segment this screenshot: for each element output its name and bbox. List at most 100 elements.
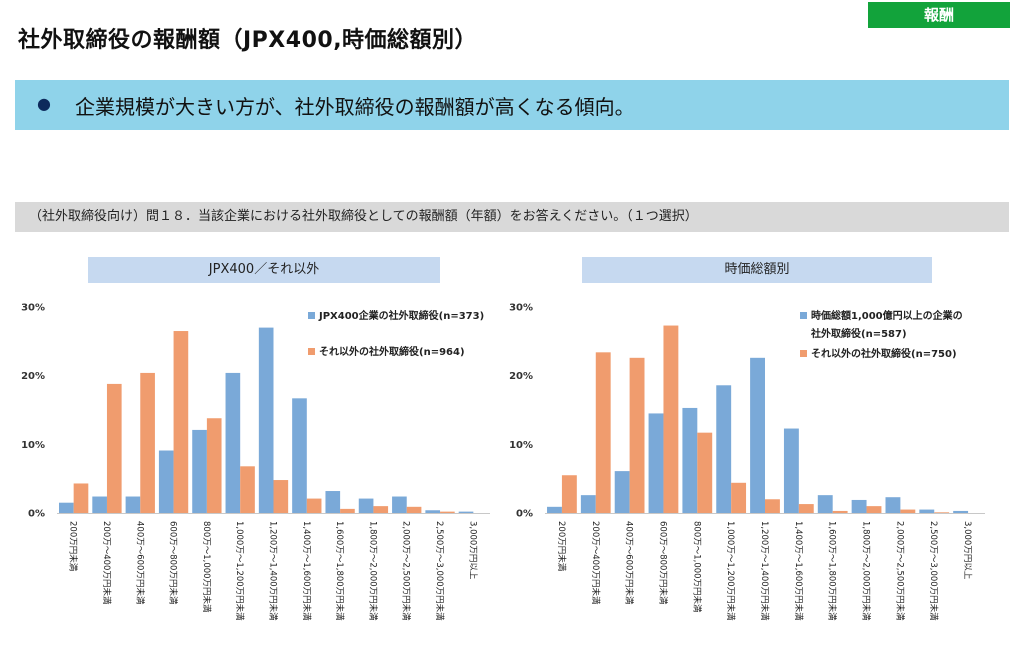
bar-series1 [358,498,374,513]
bar-series1 [158,450,174,513]
bar-series1 [750,357,765,513]
bar-series2 [440,511,455,513]
bar-series2 [731,482,747,513]
x-tick-label: 400万～600万円未満 [624,521,635,605]
x-tick-label: 400万～600万円未満 [134,521,145,605]
legend-swatch-series1 [800,312,807,319]
x-tick-label: 1,000万～1,200万円未満 [725,521,736,621]
x-tick-label: 600万～800万円未満 [168,521,179,605]
x-tick-label: 200万円未満 [556,521,567,572]
bullet-icon: ● [37,94,51,113]
bar-series1 [458,511,474,513]
bar-series1 [580,495,596,513]
bar-series1 [292,398,307,513]
bar-series1 [225,372,241,513]
bar-series1 [425,510,441,513]
x-tick-label: 600万～800万円未満 [657,521,668,605]
bar-series2 [73,483,89,513]
y-tick-label: 30% [21,303,45,314]
y-tick-label: 20% [509,371,533,382]
bar-series1 [817,495,833,513]
bar-series1 [648,413,664,513]
bar-series1 [192,429,207,513]
legend-label-series1: JPX400企業の社外取締役(n=373) [318,309,484,322]
bar-series1 [258,327,274,513]
summary-banner: ● 企業規模が大きい方が、社外取締役の報酬額が高くなる傾向。 [15,80,1009,130]
bar-series1 [716,385,732,513]
bar-series1 [953,510,969,513]
bar-series2 [306,498,322,513]
bar-series1 [614,471,630,513]
bar-series2 [340,508,355,513]
x-tick-label: 3,000万円以上 [962,521,972,580]
y-tick-label: 30% [509,303,533,314]
bar-series1 [325,491,341,513]
survey-question: （社外取締役向け）問１８．当該企業における社外取締役としての報酬額（年額）をお答… [15,202,1009,232]
chart-header-market-cap: 時価総額別 [582,257,932,283]
x-tick-label: 2,000万～2,500万円未満 [401,521,412,621]
x-tick-label: 1,600万～1,800万円未満 [827,521,838,621]
bar-series2 [934,512,950,513]
y-tick-label: 0% [28,509,45,520]
legend-swatch-series2 [800,350,807,357]
bar-series2 [406,506,422,513]
bar-series1 [92,496,107,513]
bar-series2 [106,383,122,513]
x-tick-label: 1,800万～2,000万円未満 [861,521,872,621]
bar-series1 [547,506,562,513]
x-tick-label: 200万～400万円未満 [101,521,112,605]
bar-series1 [58,502,74,513]
bar-series1 [682,407,698,513]
bar-series2 [798,504,814,513]
bar-series1 [392,496,407,513]
bar-series1 [125,496,141,513]
bar-series2 [240,466,255,513]
legend-swatch-series1 [308,312,315,319]
summary-text: 企業規模が大きい方が、社外取締役の報酬額が高くなる傾向。 [75,95,635,119]
bar-series2 [206,418,222,513]
x-tick-label: 800万～1,000万円未満 [201,521,212,613]
bar-series1 [885,497,901,513]
bar-series2 [629,357,645,513]
chart-header-jpx400: JPX400／それ以外 [88,257,440,283]
x-tick-label: 2,000万～2,500万円未満 [894,521,905,621]
legend-label-series2: それ以外の社外取締役(n=750) [811,347,957,360]
bar-series2 [663,325,679,513]
legend-swatch-series2 [308,348,315,355]
bar-series2 [697,432,713,513]
bar-series2 [900,509,916,513]
bar-series2 [595,352,611,513]
y-tick-label: 0% [516,509,533,520]
bar-series2 [765,499,780,513]
legend-label-series1: 時価総額1,000億円以上の企業の社外取締役(n=587) [810,309,963,340]
x-tick-label: 1,400万～1,600万円未満 [793,521,804,621]
x-tick-label: 200万～400万円未満 [590,521,601,605]
x-tick-label: 1,000万～1,200万円未満 [234,521,245,621]
x-tick-label: 1,400万～1,600万円未満 [301,521,312,621]
x-tick-label: 2,500万～3,000万円未満 [434,521,445,621]
bar-series2 [832,510,848,513]
x-tick-label: 1,200万～1,400万円未満 [268,521,279,621]
legend-label-series2: それ以外の社外取締役(n=964) [319,345,465,358]
y-tick-label: 10% [21,440,45,451]
bar-series1 [919,509,935,513]
bar-series1 [783,428,799,513]
bar-series2 [140,372,155,513]
x-tick-label: 800万～1,000万円未満 [691,521,702,613]
bar-series2 [866,506,882,513]
x-tick-label: 3,000万円以上 [467,521,477,580]
y-tick-label: 10% [509,440,533,451]
category-tag: 報酬 [868,2,1010,28]
x-tick-label: 1,200万～1,400万円未満 [759,521,770,621]
x-tick-label: 1,600万～1,800万円未満 [334,521,345,621]
bar-series2 [561,475,577,513]
bar-series2 [173,331,189,513]
x-tick-label: 200万円未満 [68,521,79,572]
x-tick-label: 1,800万～2,000万円未満 [367,521,378,621]
bar-series2 [373,506,389,513]
bar-series1 [851,499,867,513]
bar-series2 [273,480,289,513]
y-tick-label: 20% [21,371,45,382]
page-title: 社外取締役の報酬額（JPX400,時価総額別） [18,28,478,53]
